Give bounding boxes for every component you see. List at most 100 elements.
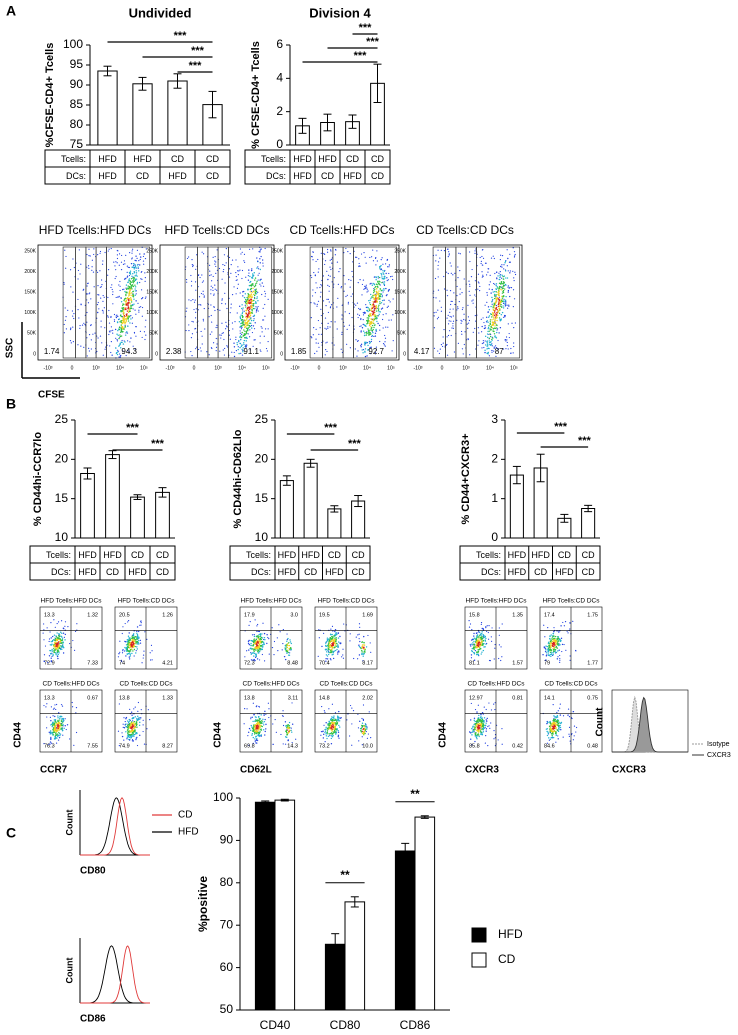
event-dot xyxy=(239,248,242,250)
event-dot xyxy=(330,659,332,661)
event-dot xyxy=(246,328,249,330)
event-dot xyxy=(56,622,58,625)
event-dot xyxy=(325,654,328,656)
event-dot xyxy=(257,305,259,308)
event-dot xyxy=(470,276,473,278)
event-dot xyxy=(505,302,507,304)
event-dot xyxy=(318,637,320,639)
event-dot xyxy=(215,272,217,274)
event-dot xyxy=(379,302,381,305)
event-dot xyxy=(513,279,515,282)
event-dot xyxy=(116,353,119,356)
event-dot xyxy=(242,307,244,309)
event-dot xyxy=(331,645,334,648)
event-dot xyxy=(317,300,320,302)
event-dot xyxy=(116,339,118,341)
event-dot xyxy=(481,342,483,345)
event-dot xyxy=(225,325,228,327)
event-dot xyxy=(335,248,337,251)
event-dot xyxy=(319,327,321,329)
event-dot xyxy=(51,640,54,643)
event-dot xyxy=(194,281,197,283)
event-dot xyxy=(139,734,141,737)
event-dot xyxy=(365,725,368,727)
event-dot xyxy=(125,332,127,334)
event-dot xyxy=(242,316,244,318)
event-dot xyxy=(386,279,388,282)
event-dot xyxy=(316,305,318,307)
event-dot xyxy=(329,735,331,737)
event-dot xyxy=(138,306,140,308)
event-dot xyxy=(88,255,90,257)
event-dot xyxy=(325,349,327,351)
event-dot xyxy=(474,649,477,652)
event-dot xyxy=(368,320,370,322)
event-dot xyxy=(110,286,112,289)
event-dot xyxy=(130,304,132,306)
event-dot xyxy=(361,736,363,738)
event-dot xyxy=(480,622,483,624)
event-dot xyxy=(471,300,473,302)
event-dot xyxy=(119,651,121,653)
event-dot xyxy=(107,250,109,252)
event-dot xyxy=(380,272,382,275)
event-dot xyxy=(88,293,90,295)
event-dot xyxy=(93,248,95,250)
event-dot xyxy=(129,302,131,305)
event-dot xyxy=(201,274,203,276)
event-dot xyxy=(125,655,127,657)
event-dot xyxy=(54,641,56,644)
event-dot xyxy=(125,284,128,286)
event-dot xyxy=(239,342,242,345)
event-dot xyxy=(435,297,437,299)
event-dot xyxy=(331,633,333,636)
event-dot xyxy=(122,649,124,651)
event-dot xyxy=(123,320,125,322)
event-dot xyxy=(57,645,60,647)
quadrant-label: 8.17 xyxy=(362,660,373,666)
event-dot xyxy=(336,648,338,651)
event-dot xyxy=(62,644,64,646)
event-dot xyxy=(497,293,499,296)
event-dot xyxy=(377,306,380,308)
event-dot xyxy=(256,257,258,259)
event-dot xyxy=(333,728,336,730)
event-dot xyxy=(260,714,262,716)
event-dot xyxy=(371,284,374,286)
event-dot xyxy=(120,300,123,303)
event-dot xyxy=(323,733,325,736)
event-dot xyxy=(494,320,496,322)
event-dot xyxy=(214,309,216,312)
event-dot xyxy=(59,638,61,641)
event-dot xyxy=(260,648,262,650)
event-dot xyxy=(373,309,375,311)
event-dot xyxy=(496,324,498,327)
event-dot xyxy=(364,334,366,337)
event-dot xyxy=(63,332,65,334)
event-dot xyxy=(254,302,257,304)
quadrant-label: 8.48 xyxy=(287,660,298,666)
event-dot xyxy=(188,299,190,301)
event-dot xyxy=(251,726,253,728)
event-dot xyxy=(54,719,56,721)
event-dot xyxy=(128,639,131,642)
event-dot xyxy=(251,312,253,314)
event-dot xyxy=(253,652,256,655)
event-dot xyxy=(131,252,133,254)
event-dot xyxy=(208,316,210,318)
table-cell: HFD xyxy=(508,550,527,560)
event-dot xyxy=(43,704,45,707)
event-dot xyxy=(502,291,505,294)
event-dot xyxy=(124,334,127,336)
flow-frame xyxy=(407,244,523,361)
event-dot xyxy=(140,620,142,622)
event-dot xyxy=(436,318,439,320)
event-dot xyxy=(358,654,361,656)
event-dot xyxy=(448,254,450,256)
event-dot xyxy=(130,292,133,294)
event-dot xyxy=(143,650,145,652)
event-dot xyxy=(255,725,257,727)
event-dot xyxy=(122,343,125,345)
event-dot xyxy=(458,300,460,303)
event-dot xyxy=(216,343,218,345)
